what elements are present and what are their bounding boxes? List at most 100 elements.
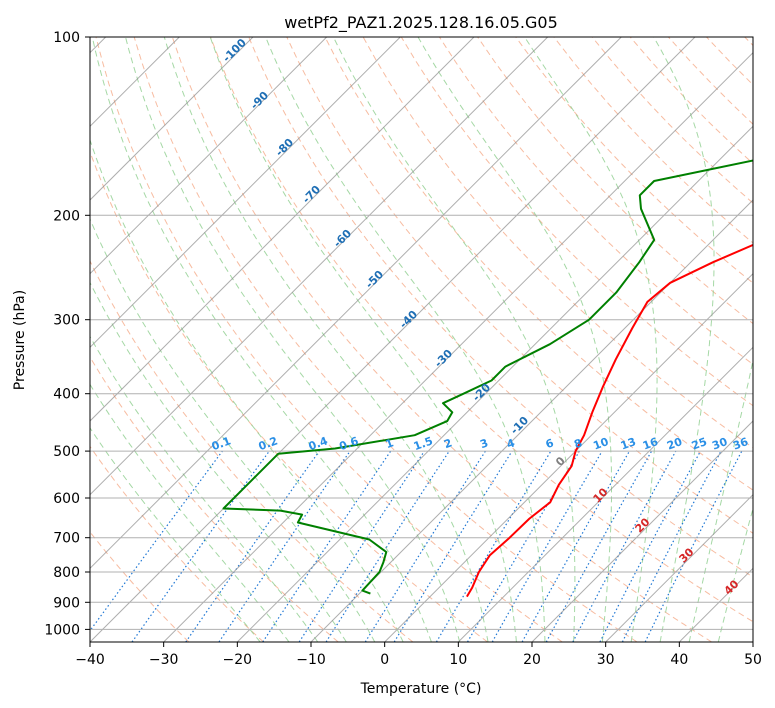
temperature-profile-line <box>466 243 753 598</box>
mixing-ratio-label: 16 <box>641 435 660 453</box>
moist-adiabat-line <box>524 37 658 642</box>
mixing-ratio-label: 25 <box>690 435 709 452</box>
dewpoint-profile-line <box>222 159 753 595</box>
mixing-ratio-label: 6 <box>544 436 556 451</box>
moist-adiabat-line <box>717 506 753 642</box>
y-tick-label: 1000 <box>44 622 80 638</box>
dry-adiabat-line <box>324 37 753 491</box>
mixing-ratio-label: 8 <box>572 436 584 451</box>
moist-adiabat-line <box>653 37 715 642</box>
y-tick-label: 300 <box>53 313 80 329</box>
mixing-ratio-label: 0.1 <box>210 434 233 453</box>
mixing-ratio-label: 0.2 <box>257 434 280 453</box>
mixing-ratio-label: 30 <box>710 435 729 453</box>
y-axis-ticks: 100 200 300 400 500 600 700 800 900 1000 <box>44 30 90 638</box>
mixing-ratio-label: 10 <box>591 435 610 453</box>
moist-adiabat-line <box>90 281 347 642</box>
isotherm-line <box>90 37 254 201</box>
y-tick-label: 600 <box>53 491 80 507</box>
mixing-ratio-line <box>131 450 270 642</box>
mixing-ratio-label: 36 <box>731 435 750 453</box>
moist-adiabat-line <box>163 37 489 642</box>
pressure-gridlines <box>90 37 753 630</box>
moist-adiabat-line <box>332 37 576 642</box>
dry-adiabat-line <box>95 37 563 642</box>
x-tick-label: −20 <box>223 652 253 668</box>
x-tick-label: −30 <box>149 652 179 668</box>
mixing-ratio-line <box>644 450 743 642</box>
moist-adiabat-line <box>265 37 546 642</box>
y-tick-label: 800 <box>53 565 80 581</box>
mixing-ratio-label: 20 <box>665 435 684 453</box>
x-axis-label: Temperature (°C) <box>360 681 482 697</box>
mixing-ratio-label: 4 <box>505 436 517 451</box>
moist-adiabat-line <box>209 37 517 642</box>
x-tick-label: −10 <box>296 652 326 668</box>
isotherm-line <box>605 493 753 642</box>
mixing-ratio-line <box>521 450 631 642</box>
dry-adiabat-line <box>210 37 753 623</box>
moist-adiabat-line <box>125 37 461 642</box>
mixing-ratio-line <box>393 450 513 642</box>
mixing-ratio-label: 0.4 <box>307 434 330 453</box>
mixing-ratio-label: 13 <box>619 435 638 452</box>
x-axis-ticks: −40 −30 −20 −10 0 10 20 30 40 50 <box>75 642 762 668</box>
mixing-ratio-line <box>218 450 351 642</box>
mixing-ratio-label: 1.5 <box>412 434 435 453</box>
isotherm-line <box>310 199 753 642</box>
plot-frame <box>89 36 754 643</box>
dry-adiabat-line <box>90 356 339 642</box>
mixing-ratio-line <box>262 450 392 642</box>
plot-area: -100-90-80-70-60-50-40-30-20-100.1 0.2 0.4… <box>90 37 753 642</box>
x-tick-label: 50 <box>744 652 762 668</box>
mixing-ratio-label: 2 <box>442 436 454 451</box>
dry-adiabat-line <box>248 37 753 578</box>
isotherm-line <box>90 37 696 642</box>
dry-adiabat-line <box>286 37 753 534</box>
x-tick-label: 0 <box>380 652 389 668</box>
moist-adiabat-line <box>90 383 290 642</box>
x-tick-label: 30 <box>597 652 615 668</box>
y-tick-label: 900 <box>53 595 80 611</box>
skewed-isotherms <box>90 37 753 642</box>
isotherm-line <box>90 37 549 496</box>
y-tick-label: 400 <box>53 387 80 403</box>
isotherm-line <box>384 272 753 642</box>
y-tick-label: 700 <box>53 531 80 547</box>
moist-adiabat-line <box>90 335 319 642</box>
x-tick-label: 40 <box>670 652 688 668</box>
isotherm-line <box>236 125 753 642</box>
moist-adiabats <box>90 37 753 642</box>
mixing-ratio-line <box>325 450 450 642</box>
mixing-ratio-line <box>545 450 653 642</box>
dry-adiabat-line <box>90 259 414 642</box>
isotherm-line <box>531 420 753 642</box>
mixing-ratio-line <box>90 450 223 632</box>
isotherm-line <box>457 346 753 642</box>
y-tick-label: 500 <box>53 444 80 460</box>
mixing-ratio-line <box>298 450 425 642</box>
moist-adiabat-line <box>90 427 261 642</box>
isotherm-line <box>163 51 753 642</box>
y-axis-label: Pressure (hPa) <box>12 290 28 390</box>
mixing-ratio-line <box>185 450 320 642</box>
moist-adiabat-line <box>91 37 432 642</box>
isotherm-line <box>90 37 401 349</box>
x-tick-label: 10 <box>449 652 467 668</box>
moist-adiabat-line <box>688 358 753 642</box>
moist-adiabat-line <box>90 138 404 642</box>
isotherm-line <box>90 37 622 570</box>
sounding-profiles <box>222 159 753 598</box>
moist-adiabat-line <box>90 217 376 642</box>
dry-adiabat-line <box>90 445 264 642</box>
y-tick-label: 100 <box>53 30 80 46</box>
mixing-ratio-label: 3 <box>478 436 490 451</box>
dry-adiabat-line <box>515 37 753 284</box>
isotherm-line <box>90 37 328 275</box>
x-tick-label: 20 <box>523 652 541 668</box>
moist-adiabat-line <box>417 37 612 642</box>
x-tick-label: −40 <box>75 652 105 668</box>
mixing-ratio-label: 1 <box>384 436 396 451</box>
